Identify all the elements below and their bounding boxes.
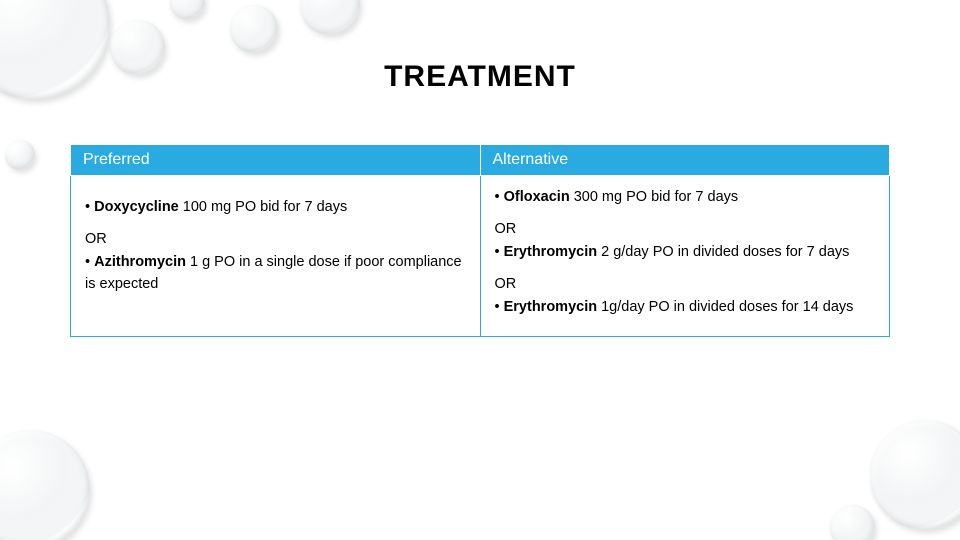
or-separator: OR — [495, 273, 876, 295]
alternative-item-2: • Erythromycin 2 g/day PO in divided dos… — [495, 241, 876, 263]
drug-name: Erythromycin — [504, 299, 597, 315]
cell-preferred: • Doxycycline 100 mg PO bid for 7 days O… — [71, 176, 481, 337]
alternative-item-1: • Ofloxacin 300 mg PO bid for 7 days — [495, 186, 876, 208]
treatment-table: Preferred Alternative • Doxycycline 100 … — [70, 144, 890, 337]
drug-name: Ofloxacin — [504, 189, 570, 205]
col-header-preferred: Preferred — [71, 145, 481, 176]
slide: TREATMENT Preferred Alternative • Doxycy… — [0, 0, 960, 540]
alternative-item-3: • Erythromycin 1g/day PO in divided dose… — [495, 296, 876, 318]
drug-regimen: 300 mg PO bid for 7 days — [570, 189, 738, 205]
cell-alternative: • Ofloxacin 300 mg PO bid for 7 days OR … — [480, 176, 890, 337]
drug-name: Doxycycline — [94, 199, 179, 215]
preferred-item-1: • Doxycycline 100 mg PO bid for 7 days — [85, 196, 466, 218]
drug-name: Erythromycin — [504, 244, 597, 260]
drug-regimen: 100 mg PO bid for 7 days — [179, 199, 347, 215]
drug-regimen: 2 g/day PO in divided doses for 7 days — [597, 244, 849, 260]
or-separator: OR — [85, 228, 466, 250]
slide-title: TREATMENT — [70, 60, 890, 94]
table-row: • Doxycycline 100 mg PO bid for 7 days O… — [71, 176, 890, 337]
drug-regimen: 1g/day PO in divided doses for 14 days — [597, 299, 853, 315]
drug-name: Azithromycin — [94, 254, 186, 270]
col-header-alternative: Alternative — [480, 145, 890, 176]
preferred-item-2: • Azithromycin 1 g PO in a single dose i… — [85, 251, 466, 296]
table-header-row: Preferred Alternative — [71, 145, 890, 176]
or-separator: OR — [495, 218, 876, 240]
